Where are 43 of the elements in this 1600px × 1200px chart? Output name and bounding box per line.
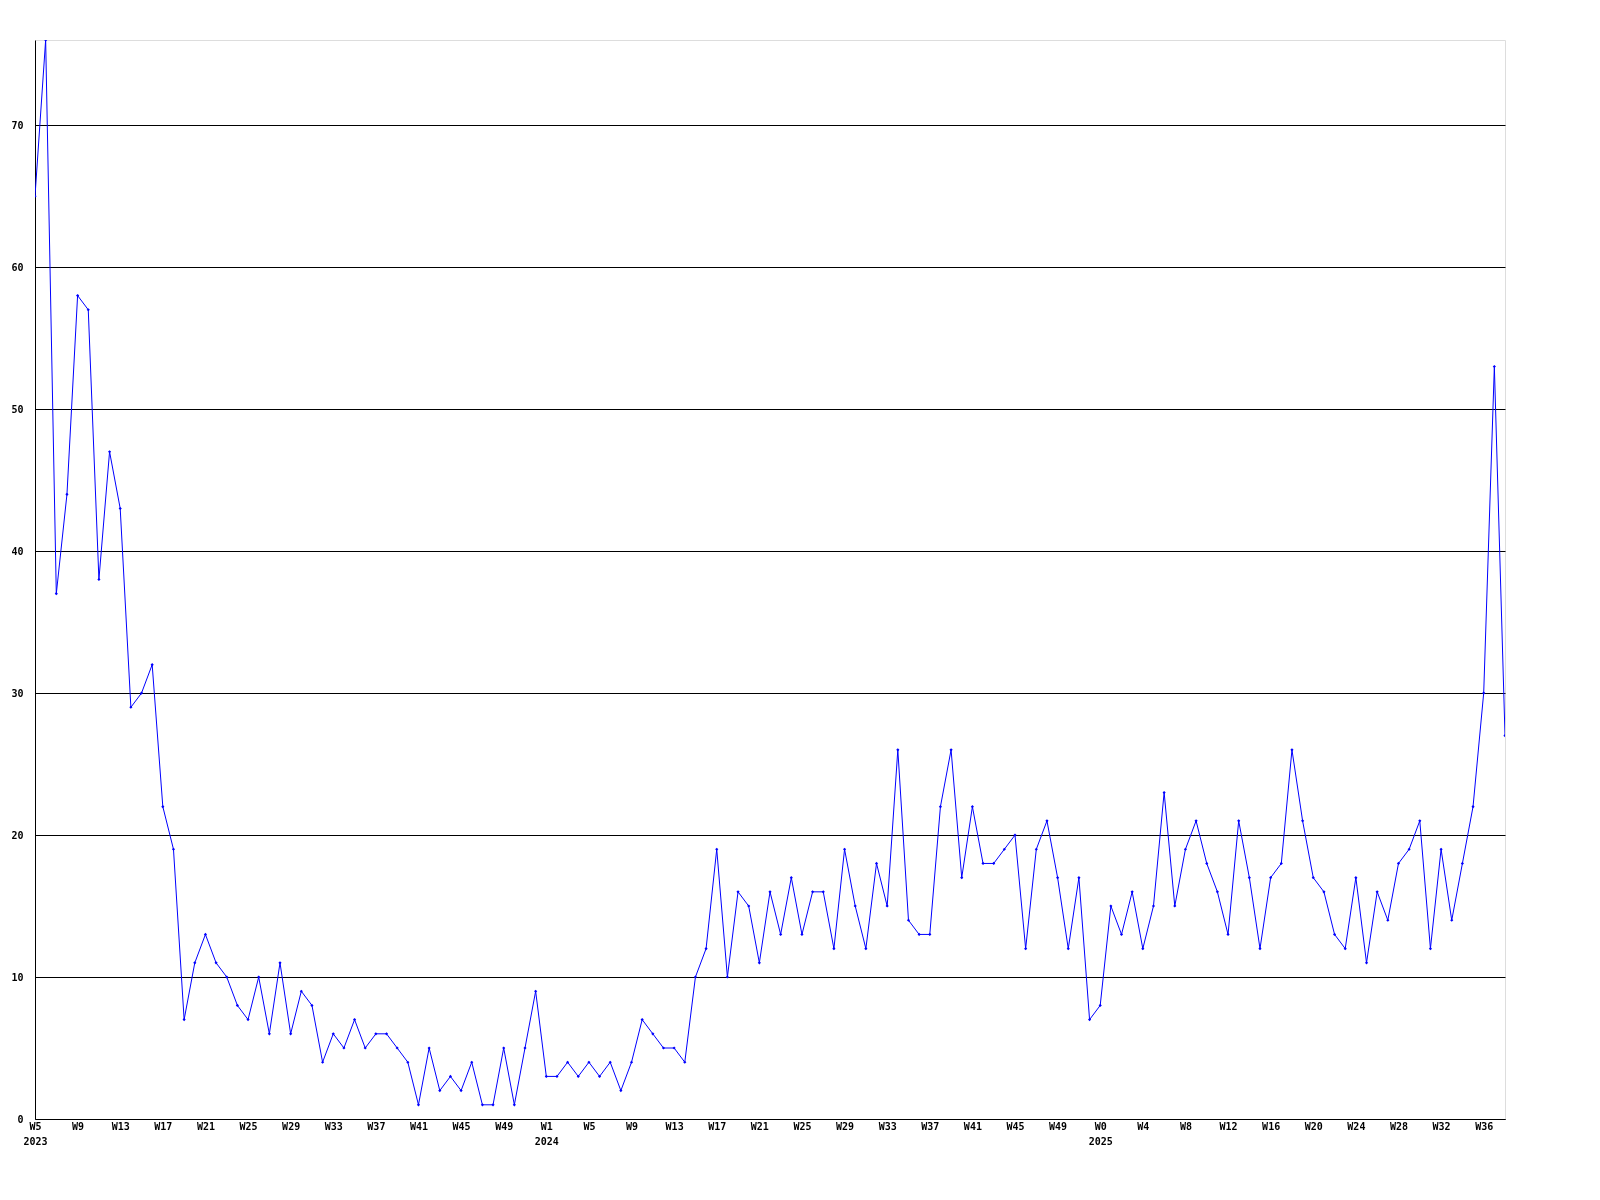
x-tick-label: W12 xyxy=(1219,1120,1238,1132)
y-tick-label: 60 xyxy=(11,261,24,273)
x-tick-label: W9 xyxy=(626,1120,639,1132)
x-tick-label: W17 xyxy=(154,1120,173,1132)
x-tick-label: W49 xyxy=(495,1120,514,1132)
y-tick-label: 30 xyxy=(11,687,24,699)
x-tick-label: W5 xyxy=(583,1120,596,1132)
x-tick-label: W49 xyxy=(1049,1120,1068,1132)
y-tick-label: 70 xyxy=(11,119,24,131)
x-tick-label: W21 xyxy=(750,1120,769,1132)
x-tick-label: W45 xyxy=(1006,1120,1025,1132)
y-tick-label: 50 xyxy=(11,403,24,415)
y-tick-label: 20 xyxy=(11,829,24,841)
x-tick-label: W29 xyxy=(282,1120,301,1132)
x-tick-label: W45 xyxy=(452,1120,471,1132)
x-tick-label: W0 2025 xyxy=(1088,1120,1113,1147)
x-tick-label: W28 xyxy=(1389,1120,1409,1132)
x-tick-label: W9 xyxy=(72,1120,85,1132)
x-tick-label: W37 xyxy=(921,1120,940,1132)
x-tick-label: W32 xyxy=(1432,1120,1451,1132)
x-tick-label: W1 2024 xyxy=(534,1120,559,1147)
x-tick-label: W37 xyxy=(367,1120,386,1132)
x-tick-label: W13 xyxy=(111,1120,130,1132)
y-tick-label: 40 xyxy=(11,545,24,557)
x-tick-label: W5 2023 xyxy=(23,1120,48,1147)
x-tick-label: W24 xyxy=(1347,1120,1366,1132)
x-tick-label: W41 xyxy=(409,1120,429,1132)
x-tick-label: W33 xyxy=(324,1120,343,1132)
x-tick-label: W20 xyxy=(1304,1120,1323,1132)
x-tick-label: W25 xyxy=(793,1120,812,1132)
y-tick-label: 10 xyxy=(11,971,24,983)
x-tick-label: W25 xyxy=(239,1120,258,1132)
x-tick-label: W17 xyxy=(708,1120,727,1132)
x-tick-label: W41 xyxy=(963,1120,982,1132)
x-tick-label: W4 xyxy=(1137,1120,1150,1132)
x-tick-label: W13 xyxy=(665,1120,684,1132)
x-tick-label: W29 xyxy=(836,1120,855,1132)
x-tick-label: W8 xyxy=(1179,1120,1192,1132)
y-tick-label: 0 xyxy=(17,1113,24,1125)
x-tick-label: W33 xyxy=(878,1120,897,1132)
x-tick-label: W16 xyxy=(1262,1120,1281,1132)
x-tick-label: W21 xyxy=(196,1120,215,1132)
x-tick-label: W36 xyxy=(1475,1120,1494,1132)
